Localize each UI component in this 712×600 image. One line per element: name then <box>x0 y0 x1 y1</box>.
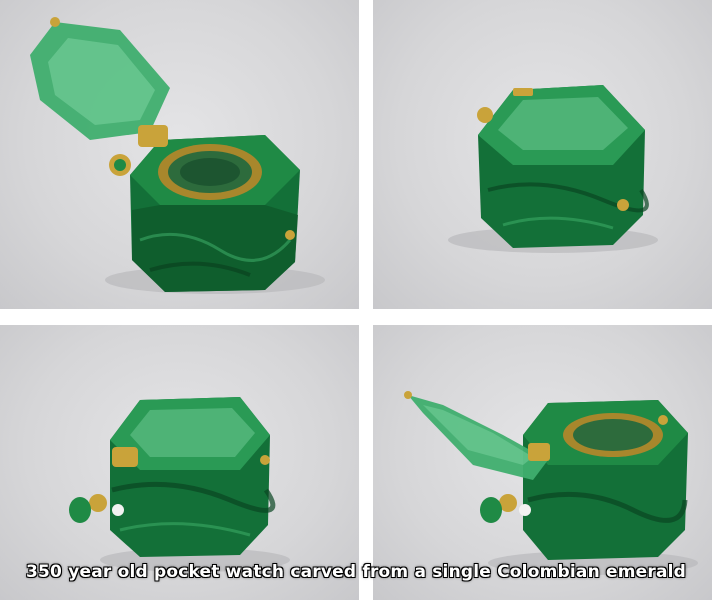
photo-panel-closed-top <box>373 0 712 309</box>
emerald-watch-open-side-image <box>404 391 698 575</box>
emerald-watch-closed-top-image <box>448 85 658 253</box>
emerald-watch-closed-side-image <box>69 397 290 572</box>
emerald-watch-open-image <box>30 17 325 294</box>
photo-panel-open-side <box>373 325 712 600</box>
meme-caption: 350 year old pocket watch carved from a … <box>25 562 687 582</box>
photo-panel-open-lid <box>0 0 359 309</box>
photo-panel-closed-side <box>0 325 359 600</box>
